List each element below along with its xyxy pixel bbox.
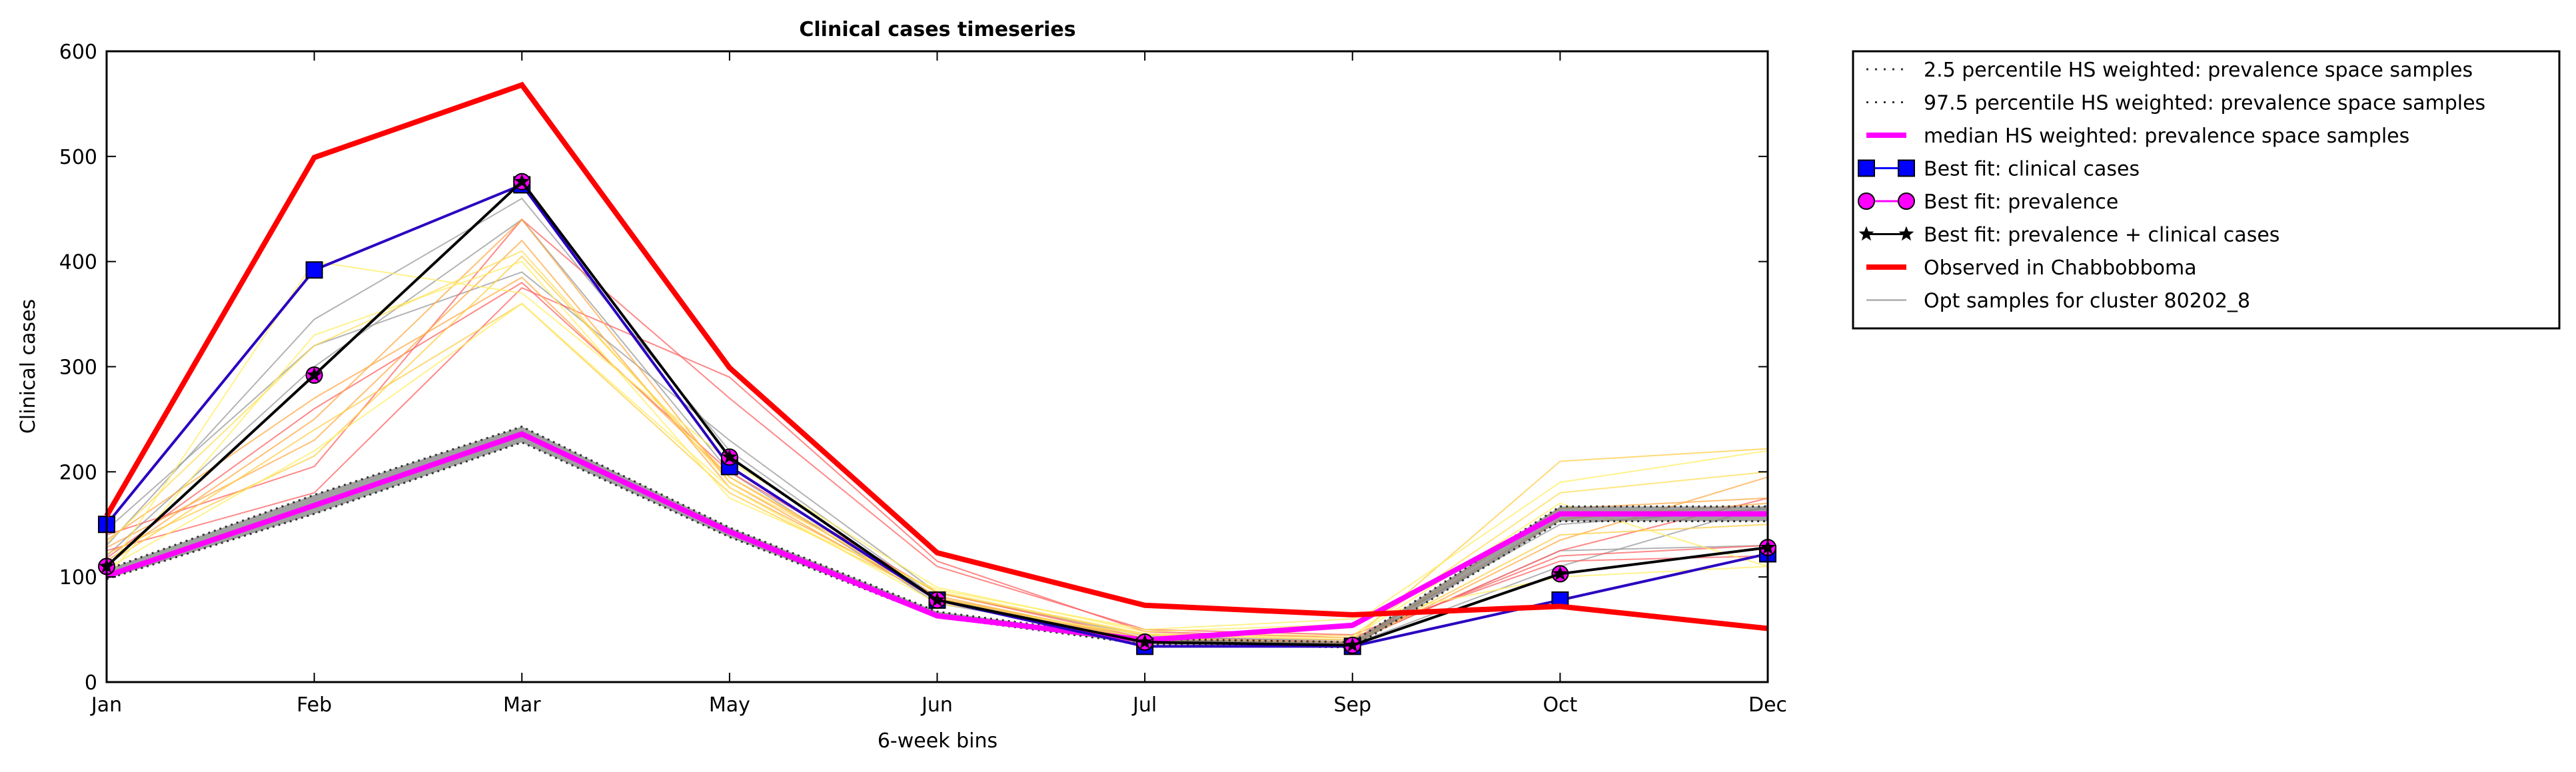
opt-sample-line-2 bbox=[106, 218, 1768, 645]
chart-title: Clinical cases timeseries bbox=[799, 18, 1075, 41]
legend-label: 2.5 percentile HS weighted: prevalence s… bbox=[1924, 59, 2473, 82]
y-axis-label: Clinical cases bbox=[17, 299, 40, 434]
x-tick-label-may: May bbox=[709, 693, 750, 717]
legend-entry-1: 2.5 percentile HS weighted: prevalence s… bbox=[1866, 59, 2473, 82]
best-fit-combined-point-sep bbox=[1345, 637, 1361, 652]
legend-entry-5: Best fit: prevalence bbox=[1858, 191, 2118, 214]
legend-swatch-star bbox=[1858, 226, 1874, 241]
legend-entry-4: Best fit: clinical cases bbox=[1858, 158, 2140, 181]
legend-label: Best fit: prevalence bbox=[1924, 191, 2118, 214]
legend-swatch-star bbox=[1898, 226, 1914, 241]
y-tick-label: 300 bbox=[59, 356, 97, 380]
legend-swatch-circle bbox=[1898, 193, 1915, 210]
y-tick-label: 600 bbox=[59, 41, 97, 64]
x-tick-label-feb: Feb bbox=[297, 693, 332, 717]
x-axis-label: 6-week bins bbox=[878, 729, 997, 753]
y-tick-label: 500 bbox=[59, 146, 97, 169]
opt-sample-line-1 bbox=[106, 197, 1768, 641]
median-line bbox=[105, 431, 1768, 643]
x-tick-label-oct: Oct bbox=[1543, 693, 1577, 717]
legend-label: Best fit: prevalence + clinical cases bbox=[1924, 224, 2279, 247]
best-fit-combined-point-feb bbox=[307, 367, 322, 382]
best-fit-combined-point-may bbox=[722, 449, 738, 464]
best-fit-combined-point-mar bbox=[514, 173, 530, 189]
opt-sample-line-12 bbox=[106, 260, 1768, 633]
y-tick-label: 400 bbox=[59, 251, 97, 274]
opt-sample-line-13 bbox=[106, 260, 1768, 631]
observed-line bbox=[104, 81, 1768, 631]
best-fit-combined-point-oct bbox=[1553, 566, 1568, 581]
legend-entry-3: median HS weighted: prevalence space sam… bbox=[1866, 125, 2409, 148]
legend-label: 97.5 percentile HS weighted: prevalence … bbox=[1924, 92, 2485, 115]
opt-sample-line-3 bbox=[106, 271, 1768, 643]
legend-swatch-square bbox=[1898, 159, 1915, 177]
legend-swatch-circle bbox=[1858, 193, 1875, 210]
best-fit-combined-point-jul bbox=[1137, 634, 1153, 649]
x-tick-label-jan: Jan bbox=[90, 693, 122, 717]
x-tick-label-jul: Jul bbox=[1131, 693, 1157, 717]
best-fit-combined-point-jun bbox=[930, 591, 945, 607]
x-tick-label-sep: Sep bbox=[1333, 693, 1371, 717]
x-tick-label-dec: Dec bbox=[1748, 693, 1787, 717]
legend-label: Observed in Chabbobboma bbox=[1924, 256, 2197, 280]
legend-label: Best fit: clinical cases bbox=[1924, 158, 2140, 181]
opt-sample-line-5 bbox=[106, 286, 1768, 639]
opt-sample-line-4 bbox=[106, 218, 1768, 635]
plot-area: 0 100 200 300 400 500 600 Jan Feb Mar May Jun Jul Sep… bbox=[59, 41, 1787, 717]
x-tick-label-jun: Jun bbox=[920, 693, 953, 717]
best-fit-clinical-point-feb bbox=[305, 261, 323, 279]
x-tick-label-mar: Mar bbox=[503, 693, 541, 717]
y-tick-label: 200 bbox=[59, 461, 97, 484]
legend: 2.5 percentile HS weighted: prevalence s… bbox=[1852, 50, 2561, 330]
legend-box bbox=[1852, 50, 2561, 330]
legend-swatch-square bbox=[1858, 159, 1875, 177]
legend-entry-6: Best fit: prevalence + clinical cases bbox=[1858, 224, 2279, 247]
legend-entry-7: Observed in Chabbobboma bbox=[1866, 256, 2197, 280]
opt-sample-line-15 bbox=[106, 250, 1768, 637]
y-tick-label: 100 bbox=[59, 566, 97, 589]
y-tick-label: 0 bbox=[85, 671, 97, 695]
legend-label: median HS weighted: prevalence space sam… bbox=[1924, 125, 2409, 148]
legend-entry-8: Opt samples for cluster 80202_8 bbox=[1866, 290, 2250, 313]
legend-entry-2: 97.5 percentile HS weighted: prevalence … bbox=[1866, 92, 2485, 115]
legend-label: Opt samples for cluster 80202_8 bbox=[1924, 290, 2250, 313]
